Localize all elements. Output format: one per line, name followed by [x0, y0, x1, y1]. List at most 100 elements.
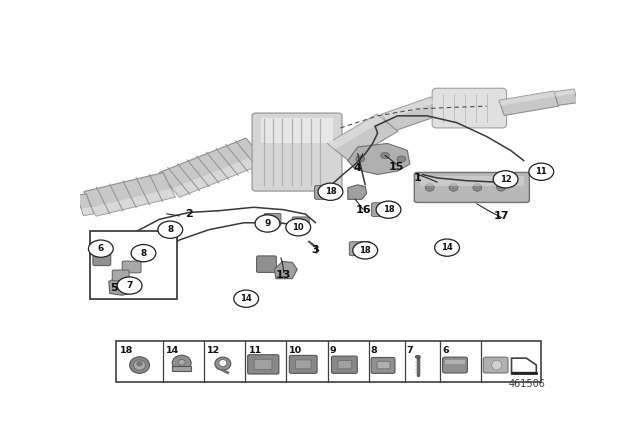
Text: 5: 5 [110, 283, 118, 293]
FancyBboxPatch shape [483, 357, 508, 373]
Ellipse shape [492, 360, 502, 370]
Text: 18: 18 [120, 346, 133, 355]
FancyBboxPatch shape [289, 355, 317, 373]
Bar [445, 360, 465, 364]
Text: 12: 12 [207, 346, 220, 355]
Ellipse shape [172, 355, 191, 371]
Polygon shape [554, 89, 578, 105]
Bar [172, 366, 191, 371]
Polygon shape [109, 276, 138, 295]
Polygon shape [76, 194, 93, 215]
Polygon shape [348, 143, 410, 174]
Circle shape [255, 215, 280, 232]
Ellipse shape [215, 357, 231, 370]
Polygon shape [328, 114, 385, 150]
Ellipse shape [473, 184, 482, 191]
Ellipse shape [415, 355, 420, 358]
Ellipse shape [134, 360, 145, 370]
FancyBboxPatch shape [371, 358, 395, 373]
Circle shape [286, 219, 310, 236]
Bar [420, 177, 524, 186]
Bar [90, 231, 177, 299]
Polygon shape [348, 185, 367, 199]
Text: 9: 9 [330, 346, 336, 355]
Text: 12: 12 [500, 175, 511, 184]
FancyBboxPatch shape [332, 356, 357, 373]
Text: 3: 3 [312, 246, 319, 255]
FancyBboxPatch shape [414, 172, 529, 202]
Polygon shape [554, 89, 575, 97]
Polygon shape [84, 172, 175, 216]
Ellipse shape [449, 184, 458, 191]
FancyBboxPatch shape [264, 214, 281, 226]
Circle shape [117, 277, 142, 294]
FancyBboxPatch shape [338, 361, 352, 369]
FancyBboxPatch shape [349, 242, 371, 255]
Text: 18: 18 [383, 205, 394, 214]
Circle shape [435, 239, 460, 256]
Text: 4: 4 [354, 163, 362, 172]
Bar [116, 341, 541, 382]
Polygon shape [92, 189, 175, 216]
Ellipse shape [381, 152, 390, 159]
Text: 11: 11 [249, 346, 262, 355]
Text: 1: 1 [413, 173, 421, 183]
Circle shape [131, 245, 156, 262]
Text: 6: 6 [442, 346, 449, 355]
FancyBboxPatch shape [292, 217, 309, 229]
Polygon shape [328, 114, 398, 161]
Circle shape [493, 171, 518, 188]
Circle shape [234, 290, 259, 307]
Polygon shape [499, 91, 559, 116]
Polygon shape [381, 97, 444, 131]
Ellipse shape [178, 360, 185, 365]
Bar [261, 118, 333, 143]
FancyBboxPatch shape [248, 355, 279, 374]
FancyBboxPatch shape [295, 360, 311, 369]
Circle shape [158, 221, 182, 238]
Polygon shape [511, 358, 536, 373]
Circle shape [88, 240, 113, 257]
Polygon shape [81, 207, 93, 215]
FancyBboxPatch shape [93, 246, 111, 266]
Text: 8: 8 [140, 249, 147, 258]
Ellipse shape [397, 156, 406, 162]
FancyBboxPatch shape [254, 359, 272, 370]
Text: 16: 16 [356, 205, 372, 215]
Ellipse shape [425, 184, 434, 191]
FancyBboxPatch shape [257, 256, 276, 272]
Text: 8: 8 [167, 225, 173, 234]
Polygon shape [381, 97, 435, 120]
Text: 10: 10 [292, 223, 304, 232]
Circle shape [318, 183, 343, 200]
Text: 461506: 461506 [508, 379, 545, 389]
Circle shape [529, 163, 554, 181]
Ellipse shape [356, 156, 365, 162]
Ellipse shape [129, 357, 149, 373]
Text: 18: 18 [360, 246, 371, 255]
Text: 13: 13 [276, 270, 291, 280]
FancyBboxPatch shape [372, 203, 394, 216]
Text: 14: 14 [441, 243, 453, 252]
Polygon shape [159, 138, 266, 197]
Text: 14: 14 [166, 346, 180, 355]
FancyBboxPatch shape [432, 88, 507, 128]
Text: 10: 10 [289, 346, 302, 355]
Polygon shape [172, 154, 266, 197]
Text: 2: 2 [185, 209, 193, 219]
Ellipse shape [136, 361, 143, 366]
FancyBboxPatch shape [122, 261, 141, 273]
FancyBboxPatch shape [377, 361, 390, 369]
Text: 7: 7 [406, 346, 413, 355]
Ellipse shape [219, 360, 227, 366]
Text: 6: 6 [98, 244, 104, 253]
Polygon shape [499, 91, 556, 106]
Ellipse shape [497, 184, 506, 191]
Text: 14: 14 [240, 294, 252, 303]
Text: 11: 11 [536, 167, 547, 176]
FancyBboxPatch shape [252, 113, 342, 191]
Text: 17: 17 [494, 211, 509, 221]
Text: 8: 8 [370, 346, 377, 355]
Text: 15: 15 [388, 162, 404, 172]
FancyBboxPatch shape [443, 357, 467, 373]
